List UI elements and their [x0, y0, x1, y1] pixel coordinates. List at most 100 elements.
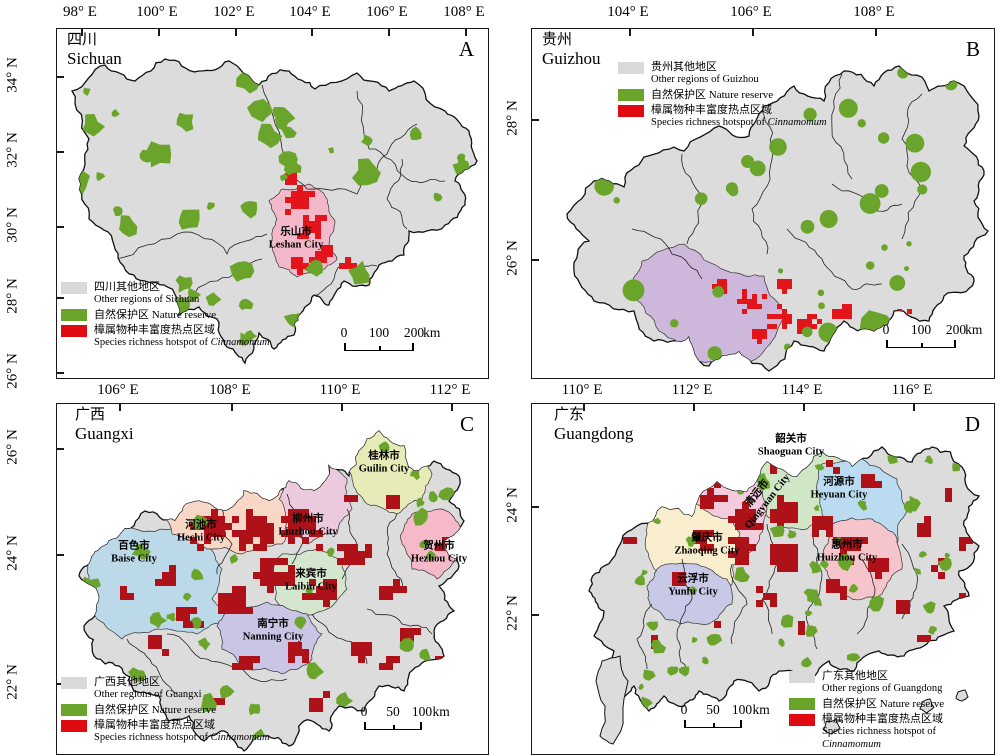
nature-reserve-patches [594, 67, 958, 361]
prefecture-region [399, 508, 463, 580]
lon-label: 114° E [781, 382, 823, 398]
axis-tick [752, 29, 754, 36]
legend-swatch-reserve [61, 704, 87, 717]
axis-tick [532, 259, 539, 261]
lon-label: 112° E [671, 382, 713, 398]
panel-sichuan: 98° E 100° E 102° E 104° E 106° E 108° E… [0, 0, 500, 389]
island-outline [955, 689, 969, 702]
lat-label: 30° N [4, 207, 21, 243]
city-label-liuzhou: 柳州市 Liuzhou City [278, 513, 338, 537]
lat-label: 22° N [504, 595, 521, 631]
city-label-zhaoqing: 肇庆市 Zhaoqing City [674, 532, 740, 556]
legend-swatch-other [61, 281, 87, 294]
axis-tick [465, 29, 467, 36]
lon-label: 108° E [853, 4, 895, 20]
panel-letter: C [459, 412, 474, 436]
axis-tick [231, 404, 233, 411]
axis-tick [57, 226, 64, 228]
legend-swatch-other [618, 61, 644, 74]
city-label-baise: 百色市 Baise City [111, 540, 157, 564]
prefecture-boundary [386, 513, 403, 590]
lon-label: 116° E [891, 382, 933, 398]
city-label-nanning: 南宁市 Nanning City [242, 618, 304, 642]
axis-tick [451, 404, 453, 411]
prefecture-boundary [126, 638, 178, 695]
lon-label: 102° E [213, 4, 255, 20]
lat-label: 22° N [4, 664, 21, 700]
map-frame-guangxi: 广西 Guangxi C 百色市 Baise City 河池市 Hechi City… [56, 403, 489, 755]
panel-letter: D [964, 412, 980, 436]
axis-tick [629, 29, 631, 36]
lon-label: 100° E [136, 4, 178, 20]
prefecture-boundary [366, 608, 433, 635]
axis-tick [532, 506, 539, 508]
city-label-huizhou: 惠州市 Huizhou City [816, 539, 878, 563]
city-label-hezhou: 贺州市 Hezhou City [410, 540, 468, 564]
prefecture-region [630, 243, 785, 371]
panel-letter: B [965, 37, 980, 61]
axis-tick [388, 29, 390, 36]
lon-label: 104° E [289, 4, 331, 20]
panel-guangdong: 110° E 112° E 114° E 116° E 24° N 22° N … [500, 380, 1000, 756]
lon-label: 110° E [319, 382, 361, 398]
prefecture-boundary [631, 228, 703, 280]
prefecture-boundary [116, 231, 268, 260]
lon-label: 104° E [607, 4, 649, 20]
city-label-guilin: 桂林市 Guilin City [358, 450, 410, 474]
axis-tick [532, 119, 539, 121]
map-svg-guangdong [588, 446, 981, 745]
lon-label: 108° E [209, 382, 251, 398]
axis-tick [875, 29, 877, 36]
lon-label: 110° E [561, 382, 603, 398]
legend-swatch-hotspot [618, 104, 644, 117]
panel-letter: A [458, 37, 474, 61]
panel-title: 广东 Guangdong [554, 407, 634, 444]
prefecture-region [646, 562, 734, 625]
axis-tick [57, 151, 64, 153]
prefecture-boundary [166, 633, 288, 682]
lat-label: 28° N [504, 100, 521, 136]
hotspot-cells [285, 167, 357, 275]
hotspot-cells [120, 467, 449, 712]
island-outline [919, 698, 935, 714]
lat-label: 24° N [504, 487, 521, 523]
panel-guangxi: 106° E 108° E 110° E 112° E 26° N 24° N … [0, 380, 500, 756]
prefecture-boundary [901, 93, 923, 240]
axis-tick [158, 29, 160, 36]
axis-tick [583, 404, 585, 411]
lat-label: 28° N [4, 278, 21, 314]
legend-swatch-other [789, 670, 815, 683]
axis-tick [803, 404, 805, 411]
axis-tick [81, 29, 83, 36]
map-svg-guangxi [78, 430, 465, 752]
island-outline [823, 718, 841, 735]
legend-swatch-reserve [61, 309, 87, 322]
axis-tick [57, 372, 64, 374]
axis-tick [57, 297, 64, 299]
panel-title: 四川 Sichuan [67, 32, 122, 69]
legend-swatch-hotspot [61, 719, 87, 732]
axis-tick [57, 448, 64, 450]
legend: 四川其他地区 Other regions of Sichuan 自然保护区 Nat… [61, 281, 270, 352]
panel-guizhou: 104° E 106° E 108° E 28° N 26° N 贵州 Guiz… [500, 0, 1000, 380]
panel-title: 贵州 Guizhou [542, 32, 601, 69]
prefecture-boundary [730, 563, 748, 645]
legend: 贵州其他地区 Other regions of Guizhou 自然保护区 Nat… [618, 61, 827, 132]
scale-bar: 0 100 200 km [883, 322, 982, 352]
axis-tick [311, 29, 313, 36]
lon-label: 98° E [63, 4, 97, 20]
legend-swatch-hotspot [789, 713, 815, 726]
scale-bar: 0 100 200 km [341, 325, 440, 355]
prefecture-boundary [386, 158, 408, 230]
legend-swatch-reserve [789, 698, 815, 711]
legend-swatch-reserve [618, 89, 644, 102]
city-label-heyuan: 河源市 Heyuan City [810, 476, 868, 500]
axis-tick [341, 404, 343, 411]
axis-tick [57, 554, 64, 556]
axis-tick [119, 404, 121, 411]
prefecture-boundary [636, 603, 653, 670]
prefecture-boundary [751, 108, 774, 255]
axis-tick [235, 29, 237, 36]
hotspot-cells [712, 279, 932, 354]
